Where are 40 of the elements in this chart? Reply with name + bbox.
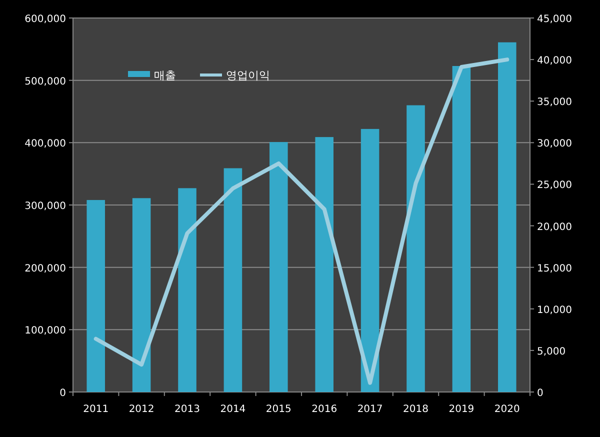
line-series <box>94 58 510 385</box>
legend-label: 영업이익 <box>226 69 270 82</box>
y2-tick-label: 45,000 <box>537 14 572 25</box>
y2-tick-label: 5,000 <box>537 346 566 358</box>
y2-tick-label: 0 <box>537 388 544 399</box>
bar <box>178 188 196 392</box>
x-tick-label: 2016 <box>312 404 338 415</box>
y-tick-label: 500,000 <box>24 76 66 88</box>
y-tick-label: 400,000 <box>24 138 66 150</box>
y2-tick-label: 15,000 <box>537 263 572 274</box>
bar <box>315 137 334 392</box>
bar <box>86 200 105 392</box>
y2-tick-label: 35,000 <box>537 97 572 108</box>
bar <box>452 66 471 392</box>
x-tick-label: 2014 <box>220 404 246 415</box>
y2-tick-label: 20,000 <box>537 222 572 233</box>
x-tick-label: 2017 <box>357 404 383 415</box>
y-tick-label: 300,000 <box>24 201 66 212</box>
y2-tick-label: 10,000 <box>537 304 572 316</box>
x-tick-label: 2012 <box>128 404 154 415</box>
bar <box>270 142 288 392</box>
y2-tick-label: 40,000 <box>537 56 572 67</box>
x-tick-label: 2015 <box>266 404 292 415</box>
bar <box>132 198 151 392</box>
y2-tick-label: 30,000 <box>537 138 572 150</box>
y-tick-label: 600,000 <box>24 14 66 25</box>
y-tick-label: 0 <box>60 388 66 399</box>
legend-label: 매출 <box>154 69 176 82</box>
bar <box>498 42 516 392</box>
y2-tick-label: 25,000 <box>537 180 572 192</box>
x-tick-label: 2013 <box>174 404 200 415</box>
y-tick-label: 200,000 <box>24 263 66 274</box>
x-tick-label: 2020 <box>494 404 520 415</box>
bar <box>406 105 425 392</box>
bar <box>224 168 242 392</box>
bar <box>360 128 380 392</box>
x-tick-label: 2019 <box>448 404 474 415</box>
x-tick-label: 2011 <box>83 404 109 415</box>
y-tick-label: 100,000 <box>24 326 66 337</box>
x-tick-label: 2018 <box>403 404 428 415</box>
